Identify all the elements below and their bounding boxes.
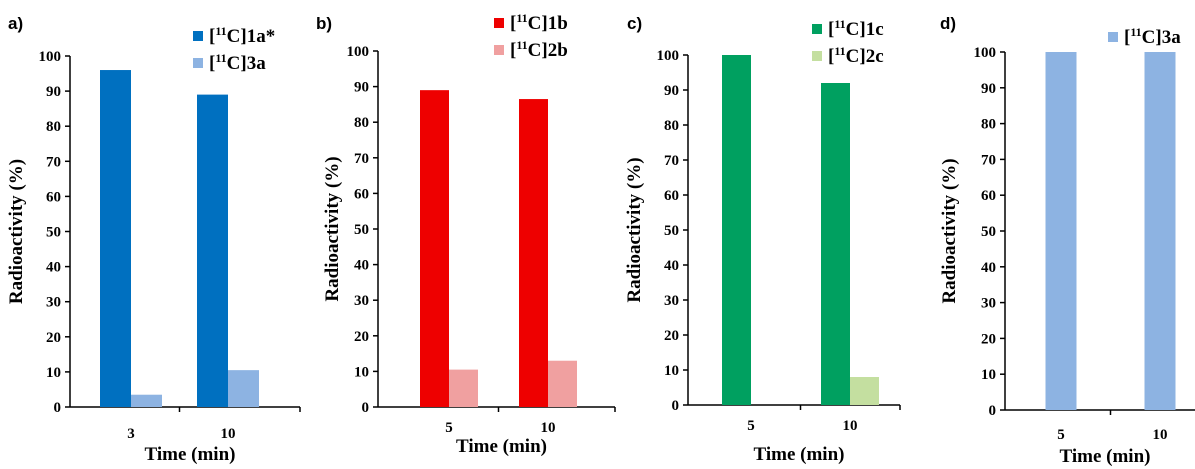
bar-c2b-5 xyxy=(449,369,478,407)
x-tick-label: 10 xyxy=(1153,427,1168,443)
y-tick-label: 100 xyxy=(347,44,370,60)
y-axis-label: Radioactivity (%) xyxy=(939,158,960,303)
bar-c3a-10 xyxy=(228,370,259,407)
bar-c1c-5 xyxy=(722,55,751,405)
y-tick-label: 80 xyxy=(664,118,679,134)
y-tick-label: 100 xyxy=(39,49,62,65)
chart-panel-3: c) 0 10 20 30 40 50 60 70 80 90 100 5 10 Time (min) Rad… xyxy=(624,14,901,465)
y-tick-label: 40 xyxy=(981,260,996,276)
y-tick-label: 70 xyxy=(981,152,996,168)
y-tick-label: 90 xyxy=(981,81,996,97)
y-tick-label: 30 xyxy=(664,293,679,309)
y-tick-label: 40 xyxy=(46,260,61,276)
y-tick-label: 30 xyxy=(981,296,996,312)
y-axis-label: Radioactivity (%) xyxy=(322,156,343,301)
y-tick-label: 80 xyxy=(981,117,996,133)
legend-swatch xyxy=(193,58,203,68)
y-tick-label: 0 xyxy=(362,400,370,416)
legend-swatch xyxy=(494,45,504,55)
x-tick-label: 10 xyxy=(221,426,236,442)
y-tick-label: 0 xyxy=(989,403,997,419)
legend-label: [11C]3a xyxy=(1124,25,1181,48)
legend-swatch xyxy=(812,24,822,34)
y-tick-label: 30 xyxy=(46,295,61,311)
y-tick-label: 10 xyxy=(354,364,369,380)
y-tick-label: 50 xyxy=(354,222,369,238)
bar-c1a-3 xyxy=(100,70,131,407)
legend-swatch xyxy=(494,18,504,28)
x-tick-label: 3 xyxy=(127,426,135,442)
y-tick-label: 50 xyxy=(981,224,996,240)
x-tick-label: 10 xyxy=(541,420,556,436)
y-tick-label: 50 xyxy=(46,225,61,241)
legend-swatch xyxy=(193,31,203,41)
y-tick-label: 90 xyxy=(46,84,61,100)
legend-swatch xyxy=(1108,32,1118,42)
bar-c3a-5 xyxy=(1045,52,1077,410)
y-tick-label: 0 xyxy=(54,400,62,416)
y-tick-label: 100 xyxy=(974,45,997,61)
chart-panel-1: a) 0 10 20 30 40 50 60 70 80 90 100 3 10 Time (min) Rad… xyxy=(6,14,301,465)
bar-c1b-10 xyxy=(519,99,548,407)
bar-c2b-10 xyxy=(548,360,577,407)
x-axis-label: Time (min) xyxy=(456,436,547,457)
bar-c1a-10 xyxy=(197,94,228,408)
x-tick-label: 10 xyxy=(843,418,858,434)
y-tick-label: 10 xyxy=(664,363,679,379)
x-axis-label: Time (min) xyxy=(754,444,845,465)
x-axis-label: Time (min) xyxy=(145,444,236,465)
y-tick-label: 40 xyxy=(664,258,679,274)
y-tick-label: 90 xyxy=(664,83,679,99)
x-tick-label: 5 xyxy=(747,418,755,434)
x-tick-label: 5 xyxy=(1057,427,1065,443)
legend-label: [11C]2c xyxy=(828,44,884,67)
y-tick-label: 20 xyxy=(664,328,679,344)
x-axis-label: Time (min) xyxy=(1060,446,1151,467)
legend-label: [11C]1a* xyxy=(209,24,275,47)
y-tick-label: 60 xyxy=(354,186,369,202)
legend-swatch xyxy=(812,51,822,61)
y-axis-label: Radioactivity (%) xyxy=(6,159,27,304)
y-tick-label: 90 xyxy=(354,80,369,96)
y-tick-label: 70 xyxy=(46,154,61,170)
bar-c1b-5 xyxy=(420,90,449,407)
legend-label: [11C]3a xyxy=(209,51,266,74)
bar-c3a-10 xyxy=(1144,52,1176,410)
y-tick-label: 100 xyxy=(657,48,680,64)
panel-letter: c) xyxy=(627,14,642,33)
bar-c2c-10 xyxy=(850,377,879,405)
y-axis-label: Radioactivity (%) xyxy=(624,157,645,302)
y-tick-label: 20 xyxy=(46,330,61,346)
y-tick-label: 30 xyxy=(354,293,369,309)
bar-c3a-3 xyxy=(131,394,162,407)
panel-letter: b) xyxy=(316,14,332,33)
y-tick-label: 0 xyxy=(672,398,680,414)
y-tick-label: 20 xyxy=(981,331,996,347)
bar-c1c-10 xyxy=(821,83,850,405)
y-tick-label: 20 xyxy=(354,329,369,345)
y-tick-label: 60 xyxy=(46,189,61,205)
y-tick-label: 10 xyxy=(46,365,61,381)
panel-letter: d) xyxy=(940,14,956,33)
y-tick-label: 80 xyxy=(46,119,61,135)
legend-label: [11C]2b xyxy=(510,38,568,61)
y-tick-label: 40 xyxy=(354,258,369,274)
legend-label: [11C]1b xyxy=(510,11,568,34)
y-tick-label: 70 xyxy=(354,151,369,167)
x-tick-label: 5 xyxy=(445,420,453,436)
y-tick-label: 80 xyxy=(354,115,369,131)
y-tick-label: 60 xyxy=(664,188,679,204)
y-tick-label: 50 xyxy=(664,223,679,239)
y-tick-label: 60 xyxy=(981,188,996,204)
legend-label: [11C]1c xyxy=(828,17,884,40)
panel-letter: a) xyxy=(8,14,23,33)
y-tick-label: 10 xyxy=(981,367,996,383)
y-tick-label: 70 xyxy=(664,153,679,169)
